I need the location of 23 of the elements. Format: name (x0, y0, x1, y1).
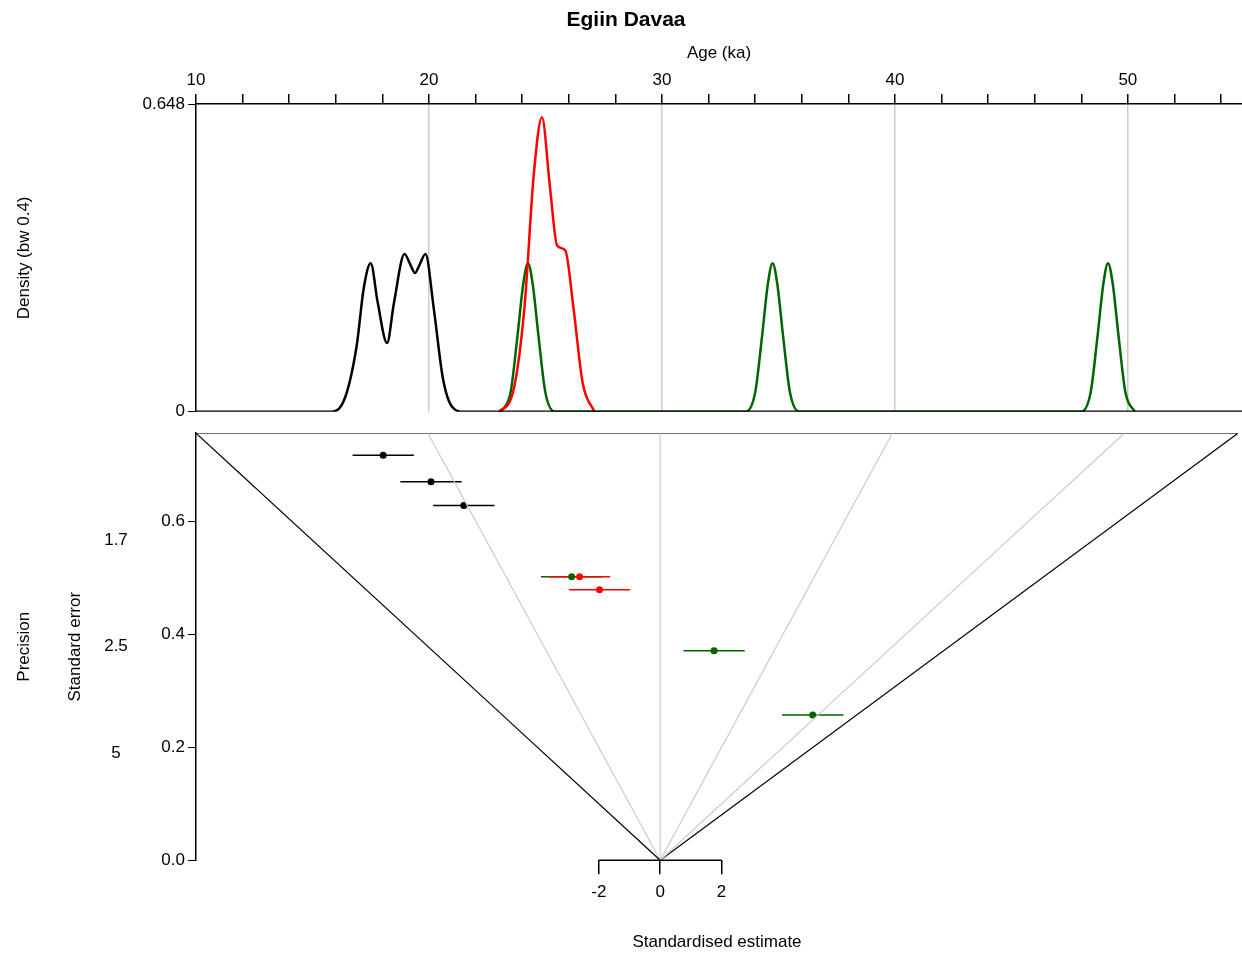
x-tick-label: 2 (716, 882, 727, 902)
x-tick-label: 30 (652, 70, 672, 90)
y-axis-title: Density (bw 0.4) (13, 196, 33, 320)
x-tick-label: -2 (591, 882, 607, 902)
x-axis-title: Standardised estimate (632, 932, 802, 952)
x-tick-label: 0 (655, 882, 665, 902)
y-tick-label: 0.648 (142, 93, 185, 113)
x-tick-label: 10 (186, 70, 206, 90)
x-tick-label: 50 (1118, 70, 1138, 90)
text: 1.7 (104, 529, 128, 549)
text: 5 (111, 743, 121, 763)
y-tick-label: 0.0 (161, 849, 185, 869)
text: 2.5 (104, 636, 128, 656)
y-tick-label: 0.4 (161, 623, 185, 643)
x-tick-label: 40 (885, 70, 905, 90)
chart-title: Egiin Davaa (566, 7, 686, 31)
x-tick-label: 20 (419, 70, 439, 90)
y-axis-title: Precision (13, 611, 33, 682)
x-axis-title: Age (ka) (686, 43, 752, 63)
y-tick-label: 0.2 (161, 736, 185, 756)
y-tick-label: 0 (175, 401, 185, 421)
y2-axis-title: Standard error (65, 591, 85, 702)
y-tick-label: 0.6 (161, 511, 185, 530)
